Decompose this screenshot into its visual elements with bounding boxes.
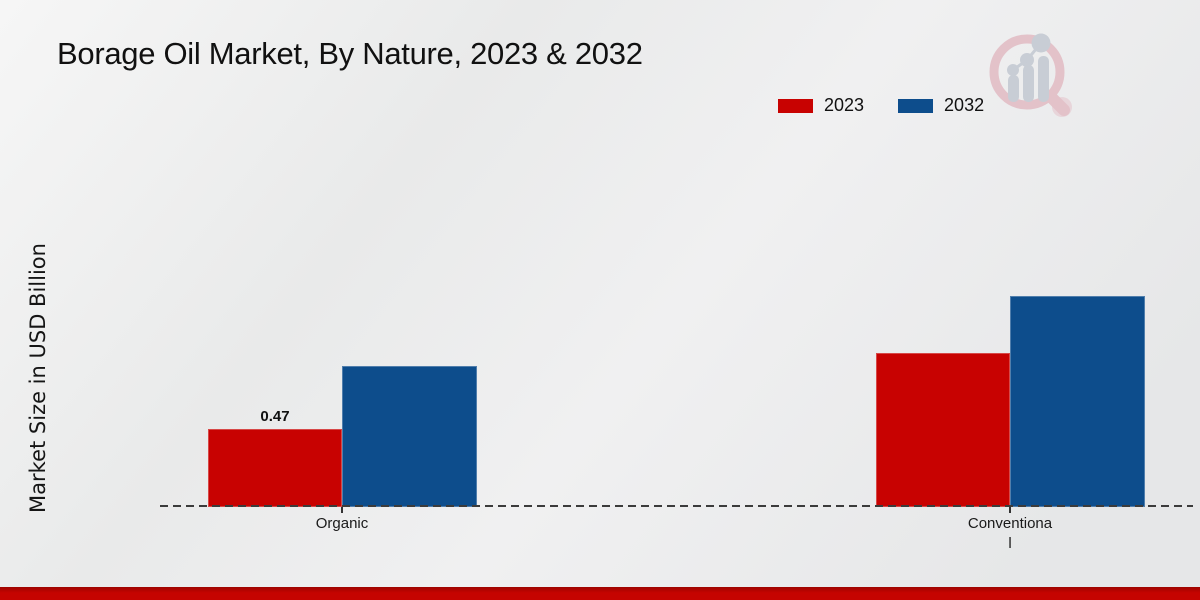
legend-label-2023: 2023 bbox=[824, 95, 865, 115]
legend-item-2023: 2023 bbox=[778, 95, 864, 116]
chart-title: Borage Oil Market, By Nature, 2023 & 203… bbox=[57, 36, 643, 71]
legend-swatch-2023 bbox=[778, 98, 813, 113]
legend: 2023 2032 bbox=[778, 95, 984, 116]
x-label-conventional: Conventiona l bbox=[967, 515, 1053, 552]
x-tick-organic bbox=[341, 507, 343, 513]
bar-conventional-2023 bbox=[876, 353, 1010, 507]
x-axis-baseline bbox=[160, 505, 1193, 507]
legend-item-2032: 2032 bbox=[898, 95, 984, 116]
legend-swatch-2032 bbox=[898, 98, 934, 113]
legend-label-2032: 2032 bbox=[944, 95, 985, 115]
bar-organic-2023 bbox=[208, 429, 342, 507]
x-tick-conventional bbox=[1009, 507, 1011, 513]
x-label-organic: Organic bbox=[315, 515, 369, 532]
magnifier-bar-chart-logo-icon bbox=[989, 33, 1072, 117]
footer-strip bbox=[0, 587, 1200, 600]
bar-value-label: 0.47 bbox=[260, 408, 290, 425]
bar-organic-2032 bbox=[342, 366, 477, 507]
bar-conventional-2032 bbox=[1010, 296, 1145, 507]
